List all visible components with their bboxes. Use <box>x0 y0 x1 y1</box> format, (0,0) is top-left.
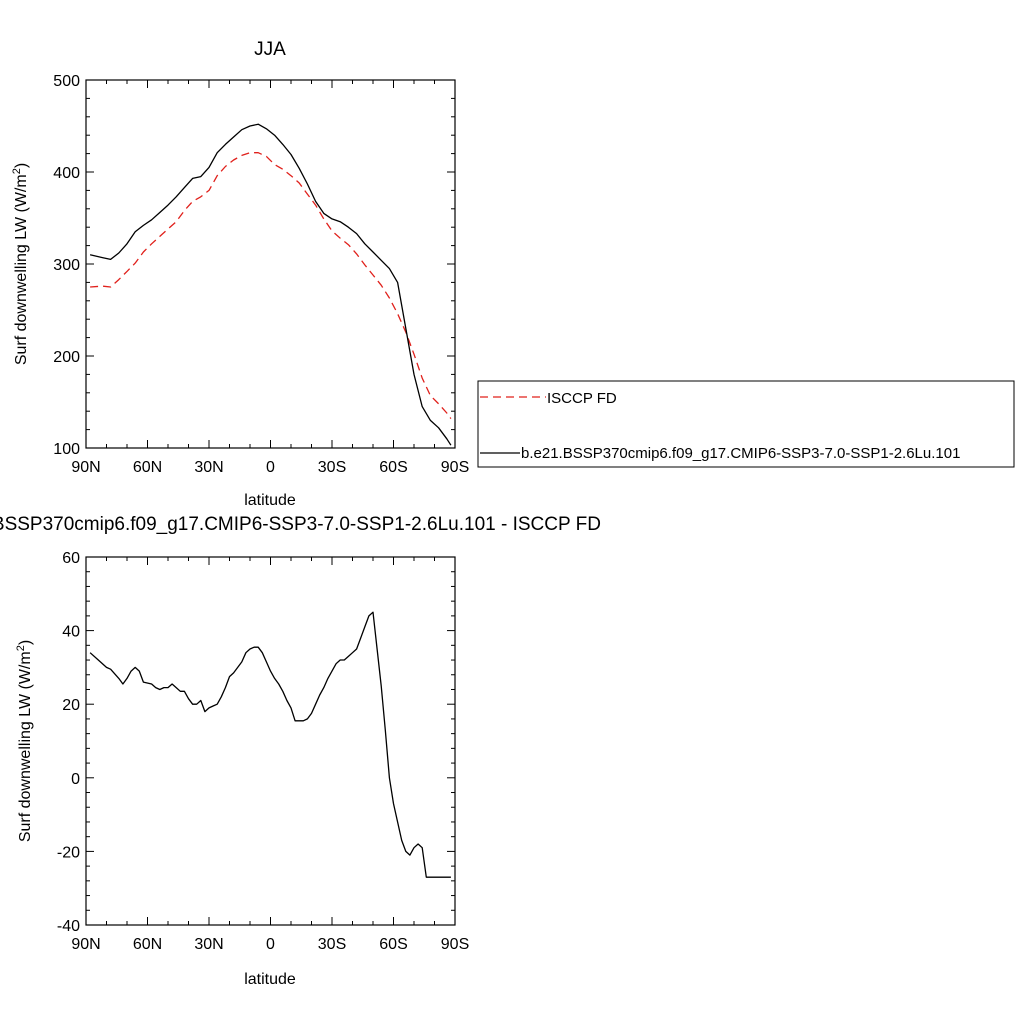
plot-frame <box>85 556 456 926</box>
x-tick-label: 0 <box>266 936 275 953</box>
bottom-chart-xlabel: latitude <box>244 971 296 988</box>
bottom-chart-ylabel-sup: 2 <box>15 645 27 651</box>
x-tick-label: 60S <box>379 936 407 953</box>
series-line-1 <box>89 123 452 446</box>
y-tick-label: 0 <box>71 771 80 788</box>
top-chart-ylabel-main: Surf downwelling LW (W/m <box>13 174 30 365</box>
y-tick-label: 60 <box>62 550 80 567</box>
y-tick-label: -40 <box>57 918 80 935</box>
legend-box <box>477 380 1015 468</box>
plot-frame <box>85 79 456 449</box>
y-tick-label: 100 <box>53 441 80 458</box>
top-chart-ylabel-close: ) <box>13 163 30 168</box>
bottom-chart-ylabel-close: ) <box>17 640 34 645</box>
legend-label-isccp: ISCCP FD <box>547 390 617 407</box>
x-tick-label: 60S <box>379 459 407 476</box>
y-tick-label: 300 <box>53 257 80 274</box>
top-chart-xlabel: latitude <box>244 492 296 509</box>
top-chart-title: JJA <box>254 39 286 60</box>
x-tick-label: 90S <box>441 459 469 476</box>
bottom-chart-ylabel: Surf downwelling LW (W/m2) <box>15 640 34 842</box>
x-tick-label: 30S <box>318 459 346 476</box>
x-tick-label: 60N <box>133 936 162 953</box>
top-chart-ylabel-sup: 2 <box>11 168 23 174</box>
x-tick-label: 90S <box>441 936 469 953</box>
y-tick-label: 200 <box>53 349 80 366</box>
bottom-chart-ylabel-main: Surf downwelling LW (W/m <box>17 651 34 842</box>
bottom-chart: b.e21.BSSP370cmip6.f09_g17.CMIP6-SSP3-7.… <box>0 514 601 988</box>
x-tick-label: 60N <box>133 459 162 476</box>
bottom-chart-title: b.e21.BSSP370cmip6.f09_g17.CMIP6-SSP3-7.… <box>0 514 601 535</box>
x-tick-label: 30N <box>194 936 223 953</box>
y-tick-label: -20 <box>57 844 80 861</box>
x-tick-label: 0 <box>266 459 275 476</box>
y-tick-label: 20 <box>62 697 80 714</box>
x-tick-label: 90N <box>71 459 100 476</box>
x-tick-label: 30S <box>318 936 346 953</box>
top-chart-ylabel: Surf downwelling LW (W/m2) <box>11 163 30 365</box>
y-tick-label: 40 <box>62 624 80 641</box>
top-chart-legend: ISCCP FD b.e21.BSSP370cmip6.f09_g17.CMIP… <box>477 380 1015 468</box>
y-tick-label: 400 <box>53 165 80 182</box>
series-line-0 <box>89 611 451 878</box>
x-tick-label: 30N <box>194 459 223 476</box>
legend-label-model: b.e21.BSSP370cmip6.f09_g17.CMIP6-SSP3-7.… <box>521 445 960 462</box>
y-tick-label: 500 <box>53 73 80 90</box>
series-line-0 <box>90 152 452 419</box>
x-tick-label: 90N <box>71 936 100 953</box>
top-chart: JJA latitude Surf downwelling LW (W/m2) … <box>11 39 469 509</box>
